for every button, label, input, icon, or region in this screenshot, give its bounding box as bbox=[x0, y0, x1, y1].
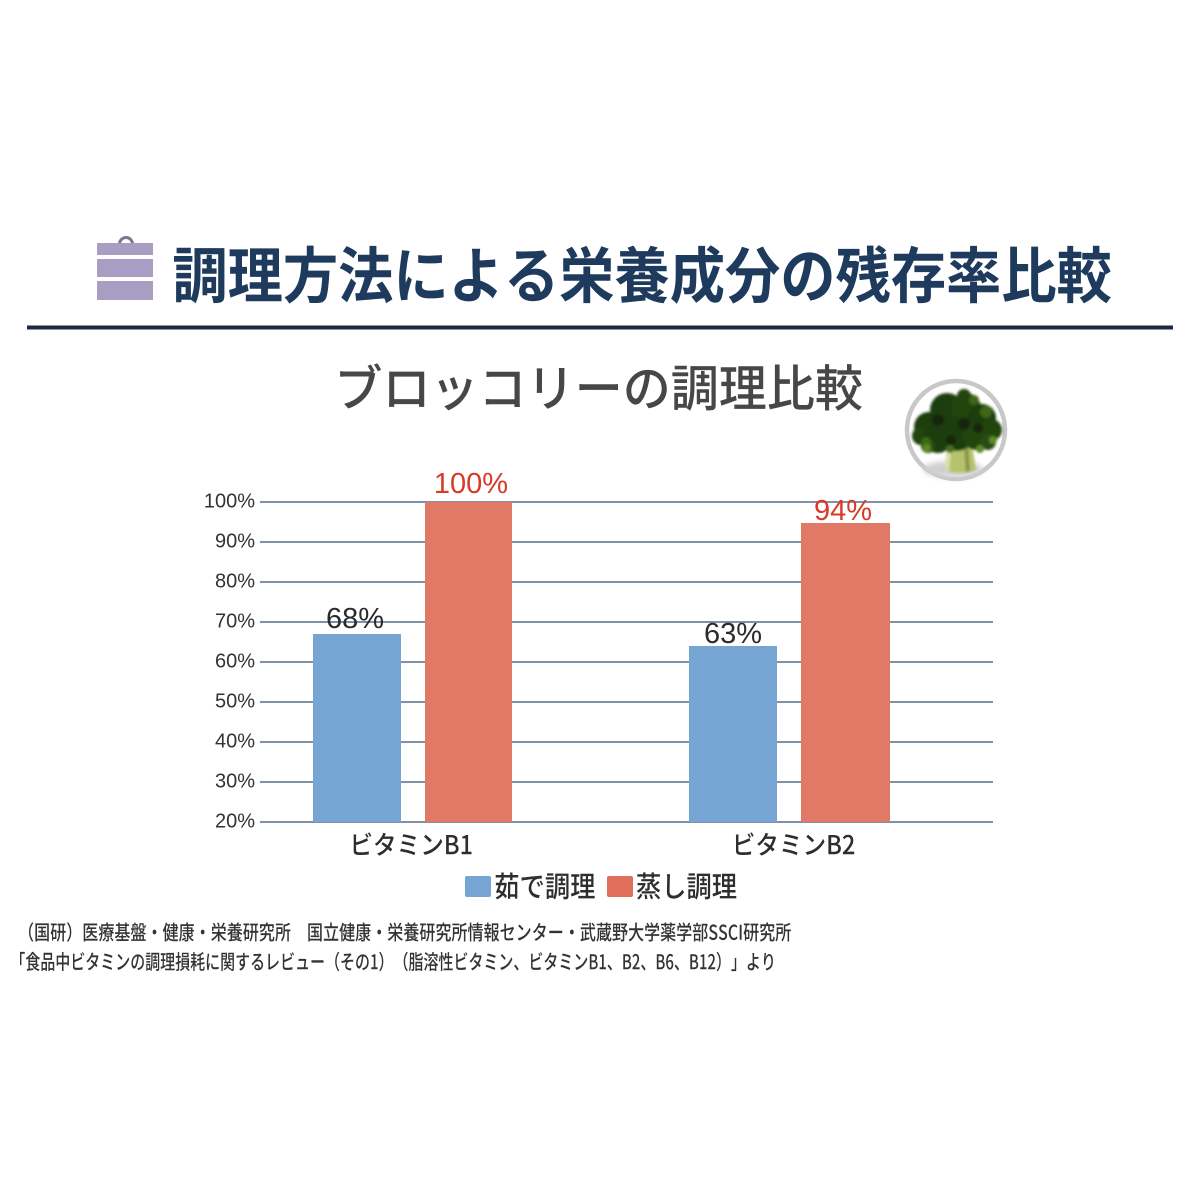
svg-text:40%: 40% bbox=[215, 731, 255, 753]
svg-text:94%: 94% bbox=[814, 495, 872, 527]
svg-text:50%: 50% bbox=[215, 691, 255, 713]
svg-text:68%: 68% bbox=[326, 603, 384, 635]
svg-text:30%: 30% bbox=[215, 771, 255, 793]
svg-text:90%: 90% bbox=[215, 531, 255, 553]
svg-text:100%: 100% bbox=[204, 491, 255, 513]
svg-text:70%: 70% bbox=[215, 611, 255, 633]
svg-text:80%: 80% bbox=[215, 571, 255, 593]
svg-text:20%: 20% bbox=[215, 811, 255, 833]
svg-text:100%: 100% bbox=[434, 468, 508, 500]
svg-text:63%: 63% bbox=[704, 618, 762, 650]
svg-text:60%: 60% bbox=[215, 651, 255, 673]
